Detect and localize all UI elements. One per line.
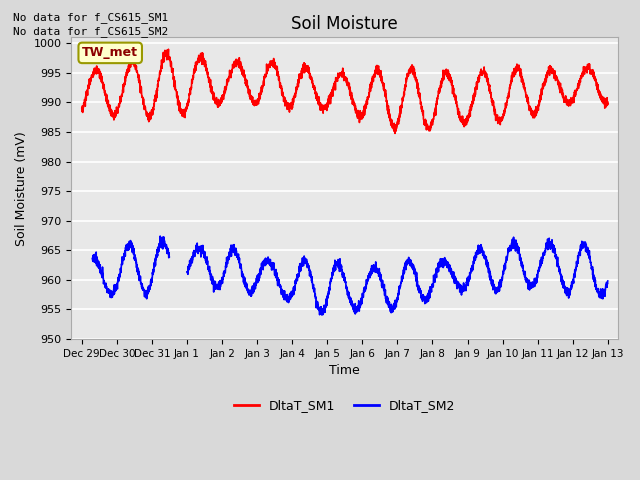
X-axis label: Time: Time	[330, 364, 360, 377]
Text: TW_met: TW_met	[82, 47, 138, 60]
Legend: DltaT_SM1, DltaT_SM2: DltaT_SM1, DltaT_SM2	[229, 394, 461, 417]
Text: No data for f_CS615_SM1: No data for f_CS615_SM1	[13, 12, 168, 23]
Text: No data for f_CS615_SM2: No data for f_CS615_SM2	[13, 26, 168, 37]
Y-axis label: Soil Moisture (mV): Soil Moisture (mV)	[15, 131, 28, 246]
Title: Soil Moisture: Soil Moisture	[291, 15, 398, 33]
